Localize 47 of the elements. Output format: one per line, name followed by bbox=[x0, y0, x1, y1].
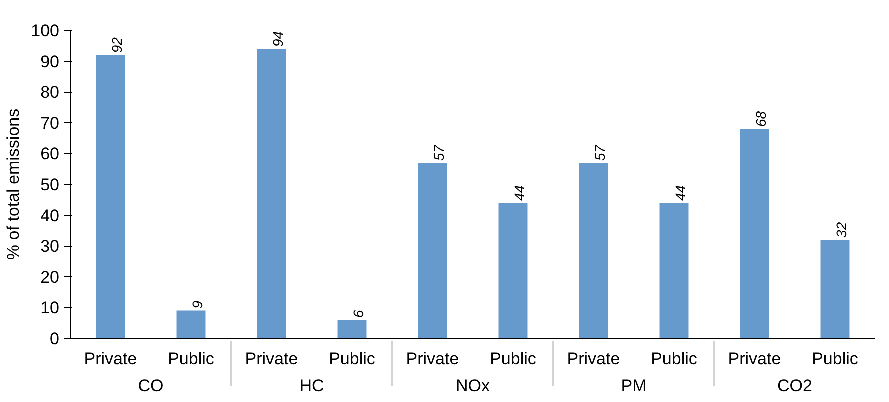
x-tick-label: Private bbox=[84, 350, 138, 368]
data-label: 68 bbox=[752, 111, 769, 128]
y-tick-label: 100 bbox=[31, 22, 60, 40]
data-label: 57 bbox=[430, 144, 447, 161]
y-axis-title: % of total emissions bbox=[4, 108, 24, 260]
y-tick-label: 40 bbox=[40, 206, 60, 226]
data-label: 92 bbox=[108, 37, 125, 54]
x-tick-label: Public bbox=[490, 350, 537, 368]
y-tick-label: 60 bbox=[40, 144, 60, 164]
x-tick-label: Private bbox=[567, 350, 620, 368]
text: HC bbox=[300, 376, 324, 396]
data-label: 44 bbox=[511, 185, 528, 201]
text: PM bbox=[621, 376, 647, 396]
x-tick-label: Public bbox=[168, 350, 215, 368]
bar bbox=[498, 202, 528, 338]
bar bbox=[418, 162, 448, 338]
y-tick-label: 90 bbox=[40, 52, 60, 72]
y-tick-label: 70 bbox=[40, 114, 60, 133]
x-tick-label: Public bbox=[651, 350, 698, 368]
x-tick-label: Public bbox=[812, 350, 859, 368]
y-tick-label: 0 bbox=[50, 330, 60, 348]
y-tick-label: 80 bbox=[40, 83, 60, 102]
x-tick-label: Public bbox=[329, 350, 376, 368]
bar bbox=[740, 129, 770, 338]
bar bbox=[820, 240, 850, 338]
text: CO2 bbox=[778, 376, 812, 396]
bar bbox=[96, 55, 126, 338]
text: NOx bbox=[456, 376, 490, 396]
bar bbox=[579, 162, 608, 338]
data-label: 44 bbox=[672, 185, 688, 201]
bar bbox=[338, 320, 367, 338]
bar bbox=[257, 48, 286, 338]
x-tick-label: Private bbox=[245, 350, 298, 368]
y-tick-label: 30 bbox=[40, 237, 60, 256]
data-label: 6 bbox=[350, 310, 366, 318]
x-tick-label: Private bbox=[728, 350, 782, 368]
data-label: 94 bbox=[270, 31, 286, 47]
y-tick-label: 10 bbox=[40, 298, 60, 318]
data-label: 57 bbox=[592, 144, 608, 161]
data-label: 9 bbox=[189, 300, 206, 309]
text: CO bbox=[138, 376, 164, 396]
bar bbox=[660, 202, 689, 338]
data-label: 32 bbox=[833, 222, 850, 238]
y-tick-label: 20 bbox=[40, 268, 60, 287]
bar bbox=[176, 310, 206, 338]
y-tick-label: 50 bbox=[40, 176, 60, 194]
x-tick-label: Private bbox=[406, 350, 460, 368]
